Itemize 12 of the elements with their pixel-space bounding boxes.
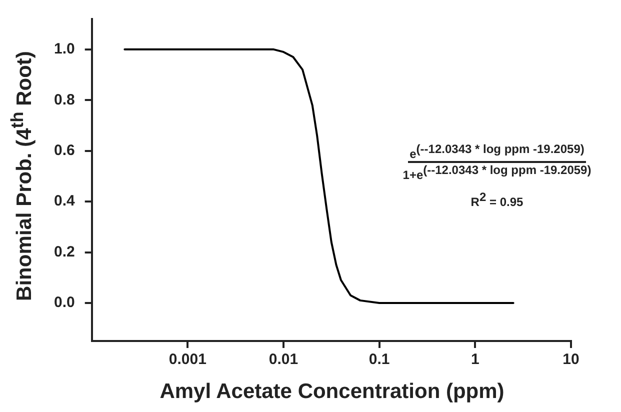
x-axis-title: Amyl Acetate Concentration (ppm) xyxy=(160,380,504,404)
x-tick-label: 10 xyxy=(562,351,580,368)
x-tick-label: 1 xyxy=(471,351,480,368)
x-tick-label: 0.01 xyxy=(268,351,298,368)
y-tick-label: 0.8 xyxy=(54,91,75,108)
y-tick-label: 0.4 xyxy=(54,192,76,210)
y-tick-label: 0.2 xyxy=(54,243,75,260)
x-tick-label: 0.001 xyxy=(168,351,206,368)
x-tick-label: 0.1 xyxy=(368,351,390,368)
y-tick-label: 0.0 xyxy=(54,294,75,312)
y-tick-label: 0.6 xyxy=(54,142,75,159)
y-tick-label: 1.0 xyxy=(54,40,75,58)
